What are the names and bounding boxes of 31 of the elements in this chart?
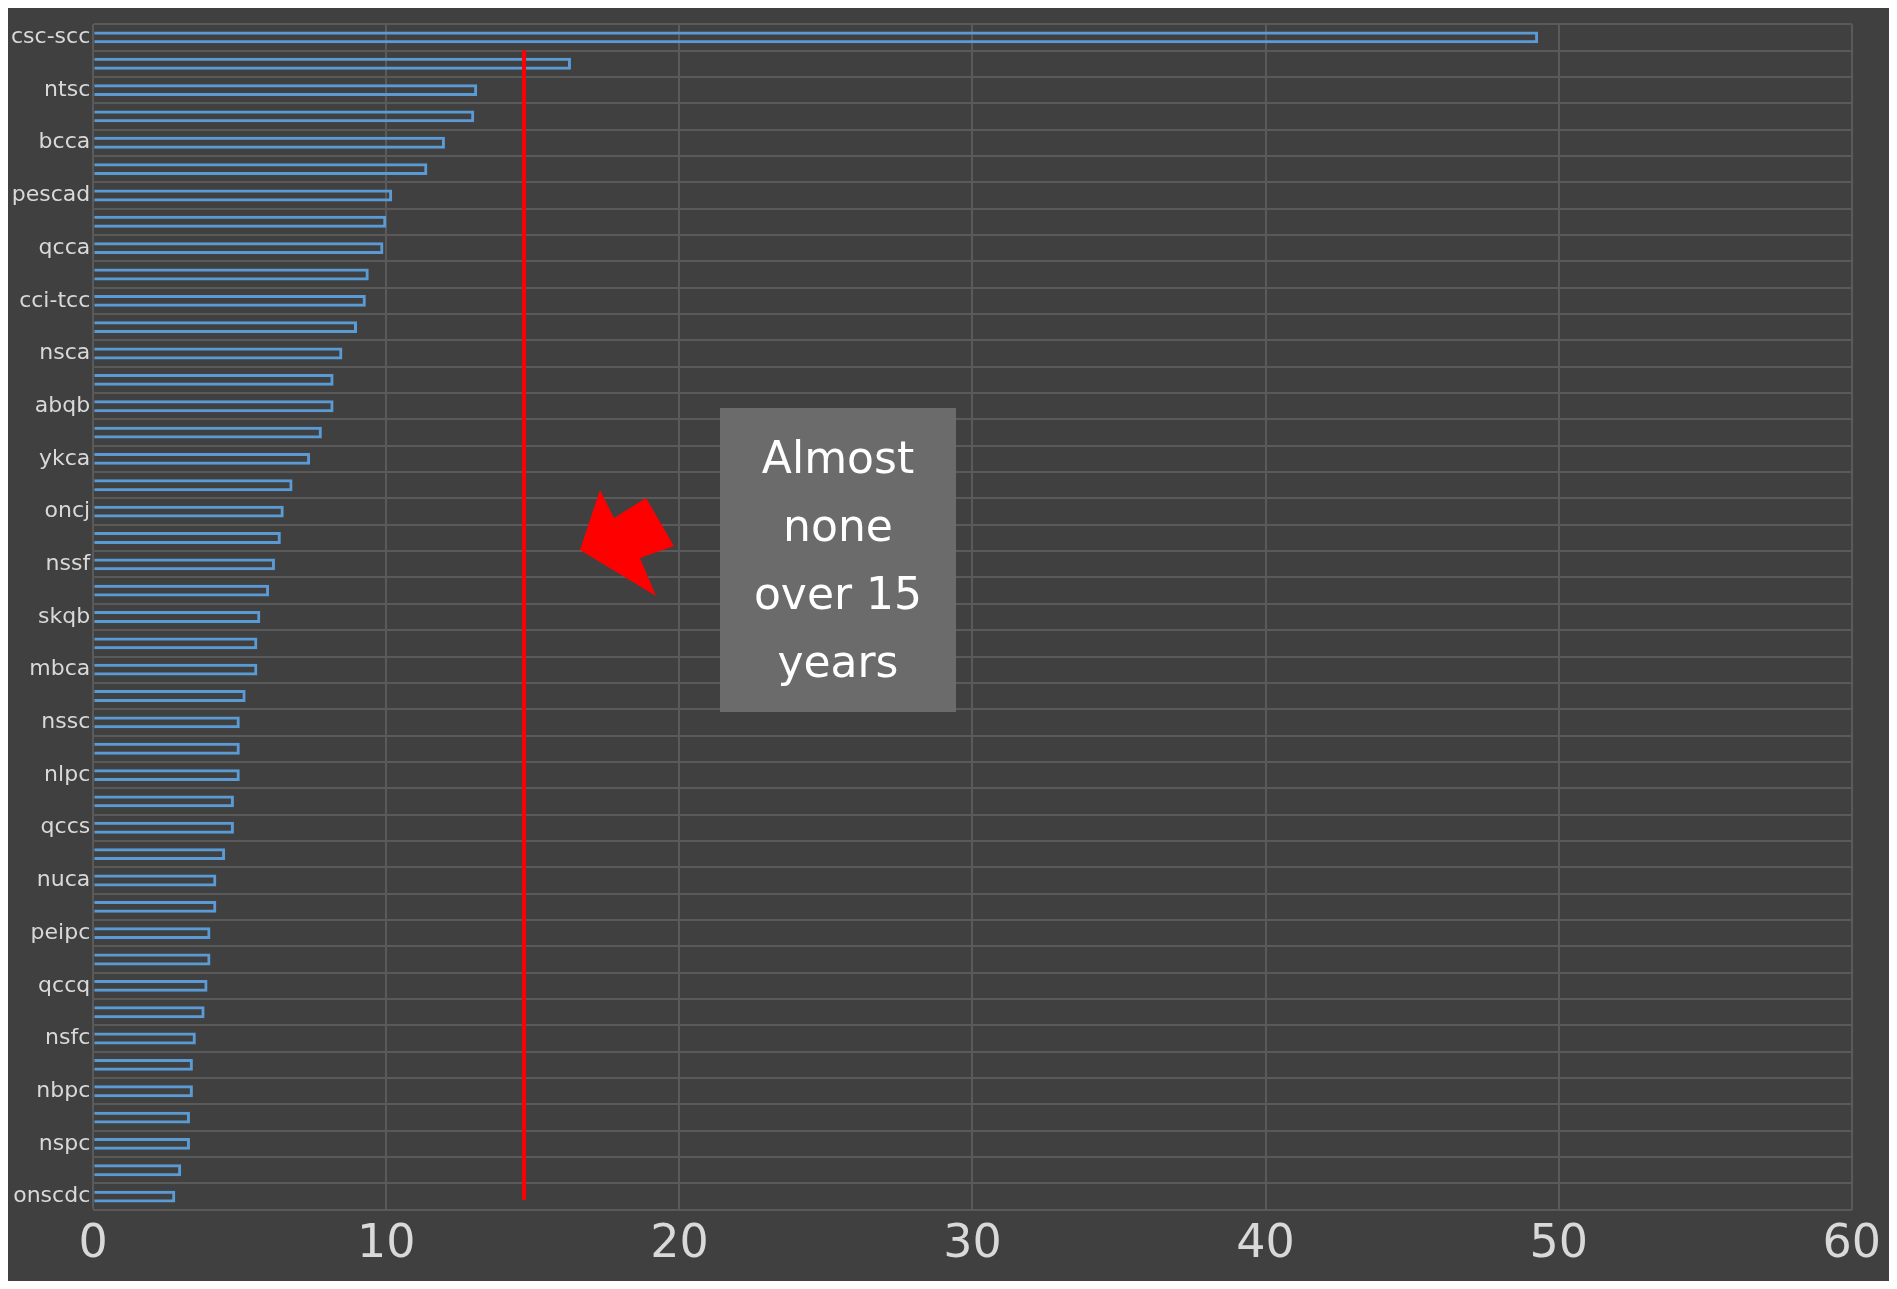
y-tick-label: nssf [45,550,92,576]
x-tick-label: 60 [1822,1214,1882,1269]
y-tick-label: abqb [34,391,91,417]
y-tick-label: cci-tcc [19,286,91,312]
y-tick-label: nspc [38,1129,91,1155]
y-tick-label: onscdc [13,1182,91,1208]
y-tick-label: nssc [41,708,91,734]
y-tick-label: qcca [38,233,91,259]
x-tick-label: 40 [1236,1214,1295,1269]
annotation: Almost none over 15 years [720,408,956,712]
y-tick-label: qccs [40,813,91,839]
y-tick-label: oncj [44,497,91,523]
x-tick-label: 50 [1529,1214,1588,1269]
x-tick-label: 0 [78,1214,108,1269]
y-tick-label: qccq [38,971,91,997]
y-tick-label: nlpc [44,760,91,786]
y-tick-label: nuca [36,866,91,892]
y-tick-label: ykca [38,444,91,470]
y-tick-label: bcca [38,128,91,154]
x-tick-label: 20 [650,1214,709,1269]
y-tick-label: csc-scc [11,23,91,49]
y-tick-label: ntsc [44,75,91,101]
y-tick-label: nbpc [36,1076,91,1102]
x-tick-label: 30 [943,1214,1002,1269]
y-tick-label: nsfc [45,1024,91,1050]
y-tick-label: mbca [29,655,91,681]
y-tick-label: peipc [30,918,91,944]
y-tick-label: pescad [11,181,91,207]
x-tick-label: 10 [357,1214,416,1269]
y-tick-label: skqb [38,602,91,628]
y-tick-label: nsca [39,339,91,365]
